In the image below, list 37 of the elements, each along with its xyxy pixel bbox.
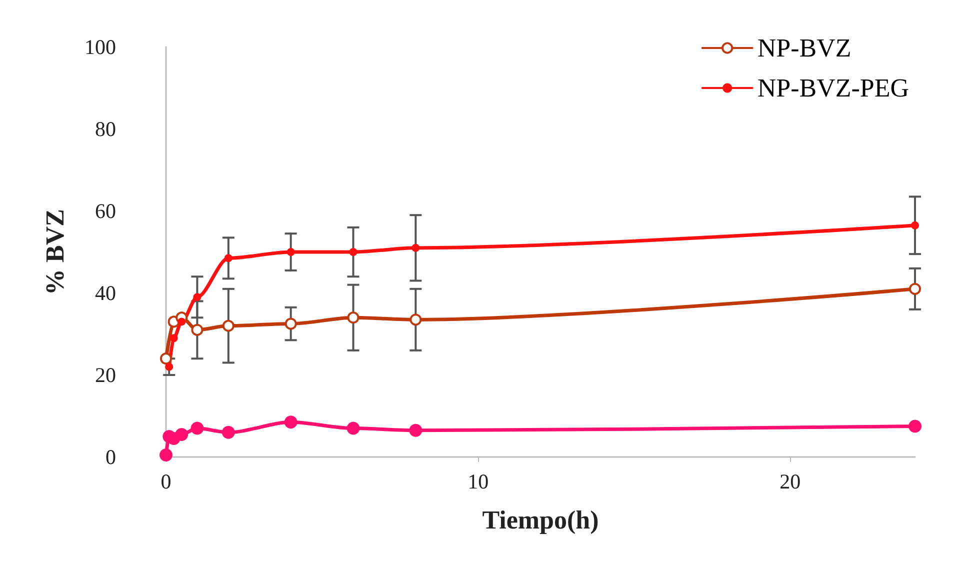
legend-label: NP-BVZ: [757, 34, 852, 62]
point: [170, 334, 178, 342]
y-tick-label: 0: [106, 445, 116, 469]
point: [908, 420, 922, 433]
point: [190, 422, 204, 435]
y-tick-label: 40: [95, 281, 116, 305]
point: [193, 293, 202, 302]
y-tick-label: 60: [95, 199, 116, 223]
point: [409, 424, 422, 437]
point: [410, 314, 422, 326]
point: [191, 324, 204, 336]
point: [224, 254, 232, 262]
x-tick-label: 0: [160, 470, 172, 494]
point: [160, 448, 172, 462]
y-axis-title: % BVZ: [40, 209, 70, 295]
point: [284, 318, 297, 330]
point: [909, 282, 921, 295]
y-tick-label: 80: [95, 117, 116, 141]
point: [222, 426, 235, 439]
point: [346, 422, 360, 435]
x-tick-label: 20: [780, 470, 801, 494]
point: [175, 428, 188, 441]
point: [284, 416, 298, 429]
point: [160, 352, 172, 365]
legend-label: NP-BVZ-PEG: [757, 74, 909, 102]
point: [222, 320, 234, 332]
y-tick-label: 20: [95, 363, 116, 387]
point: [165, 362, 174, 371]
y-tick-label: 100: [84, 35, 116, 59]
point: [286, 248, 295, 256]
point: [349, 248, 358, 256]
x-tick-label: 10: [468, 470, 489, 494]
x-axis-title: Tiempo(h): [482, 506, 599, 534]
point: [412, 244, 420, 252]
point: [911, 221, 919, 230]
point: [347, 312, 360, 324]
point: [178, 318, 186, 326]
